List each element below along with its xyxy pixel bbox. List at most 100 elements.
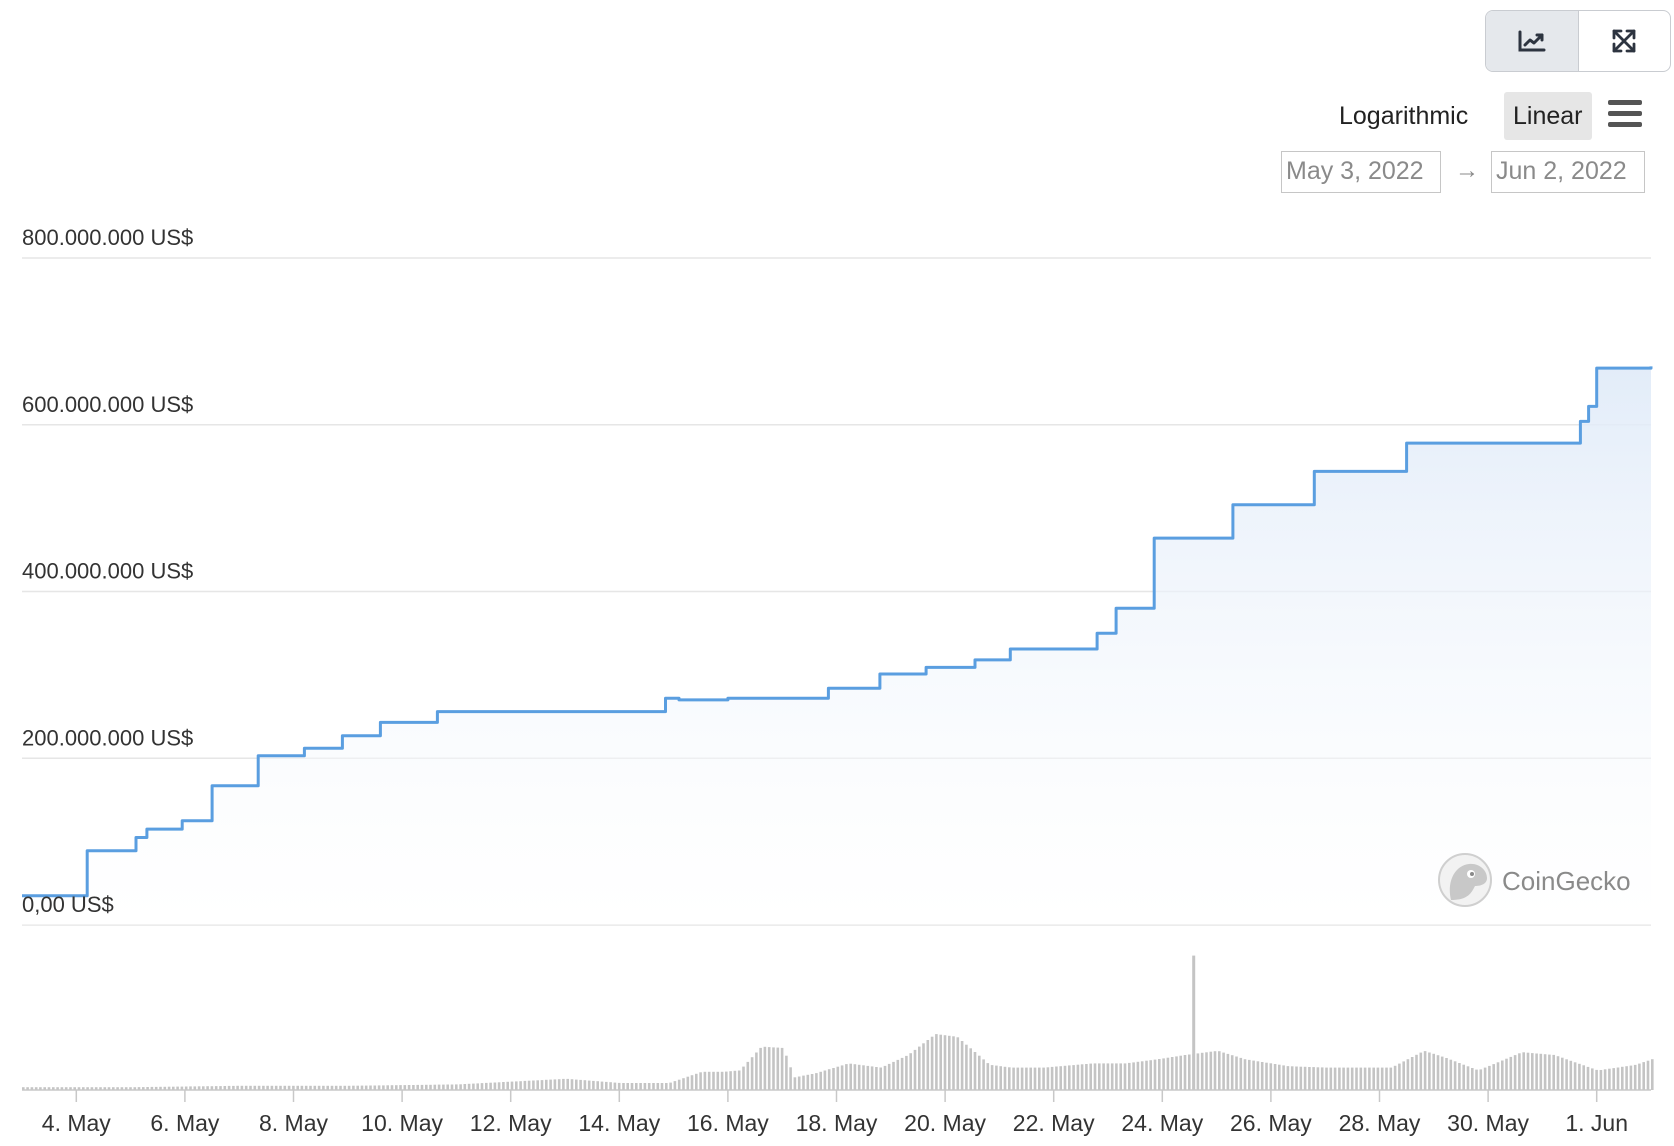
volume-bar (420, 1084, 424, 1090)
volume-bar (1115, 1063, 1118, 1090)
volume-bar (1488, 1065, 1491, 1090)
x-tick-label: 18. May (796, 1110, 878, 1136)
volume-bar (1059, 1066, 1062, 1090)
hamburger-menu-icon[interactable] (1608, 100, 1642, 132)
volume-bar (1505, 1058, 1508, 1090)
volume-bar (124, 1087, 128, 1090)
volume-bar (1063, 1065, 1067, 1090)
volume-bar (759, 1047, 762, 1090)
volume-bar (1260, 1062, 1264, 1090)
volume-bar (497, 1082, 501, 1090)
logarithmic-scale-button[interactable]: Logarithmic (1339, 102, 1469, 130)
coingecko-watermark: CoinGecko (1438, 853, 1631, 907)
x-tick-label: 6. May (150, 1110, 220, 1136)
volume-bar (1350, 1067, 1354, 1090)
volume-bar (107, 1087, 111, 1090)
volume-bar (69, 1087, 72, 1090)
volume-bar (150, 1086, 154, 1090)
volume-bar (815, 1073, 818, 1090)
volume-bar (1432, 1053, 1435, 1090)
volume-bar (677, 1079, 681, 1090)
volume-bar (600, 1081, 604, 1090)
volume-bar (1175, 1056, 1178, 1090)
volume-bar (493, 1082, 497, 1090)
volume-bar (214, 1086, 218, 1090)
volume-bar (1256, 1061, 1260, 1090)
volume-bar (887, 1063, 891, 1090)
volume-bar (1586, 1066, 1590, 1090)
volume-bar (1440, 1056, 1444, 1090)
volume-bar (463, 1084, 467, 1090)
date-from-input[interactable]: May 3, 2022 (1281, 151, 1441, 193)
volume-bar (545, 1079, 548, 1090)
volume-bar (913, 1049, 917, 1090)
volume-bar (763, 1046, 767, 1090)
volume-bar (930, 1036, 934, 1090)
volume-bar (1548, 1054, 1551, 1090)
volume-bar (99, 1087, 102, 1090)
volume-bar (227, 1085, 231, 1090)
volume-bar (1166, 1057, 1170, 1090)
volume-bar (502, 1082, 505, 1090)
volume-bar (1445, 1058, 1448, 1090)
volume-bar (592, 1080, 595, 1090)
volume-bar (1093, 1063, 1097, 1090)
volume-bar (1599, 1070, 1603, 1090)
volume-bar (1539, 1053, 1543, 1090)
volume-bar (120, 1087, 124, 1090)
volume-bar (1483, 1067, 1487, 1090)
volume-bar (553, 1079, 557, 1090)
volume-bar (1543, 1054, 1547, 1090)
volume-bar (322, 1085, 325, 1090)
volume-bar (1282, 1065, 1285, 1090)
volume-bar (703, 1071, 707, 1090)
volume-bar (262, 1085, 265, 1090)
volume-bar (1376, 1067, 1380, 1090)
volume-bar (793, 1077, 797, 1090)
volume-bar (772, 1047, 775, 1090)
fullscreen-button[interactable] (1579, 11, 1671, 71)
volume-bar (995, 1065, 998, 1090)
volume-bar (575, 1079, 578, 1090)
volume-bar (1518, 1053, 1521, 1090)
volume-bar (587, 1080, 591, 1090)
volume-bar (656, 1083, 660, 1090)
linear-scale-button[interactable]: Linear (1504, 92, 1592, 140)
volume-bar (1209, 1051, 1213, 1090)
volume-bar (446, 1084, 449, 1090)
volume-bar (412, 1085, 415, 1090)
volume-bar (1346, 1067, 1350, 1090)
volume-bar (1389, 1067, 1393, 1090)
volume-bar (377, 1085, 381, 1090)
y-axis-labels: 0,00 US$ 200.000.000 US$ 400.000.000 US$ 60… (22, 225, 193, 917)
volume-bar (480, 1083, 484, 1090)
volume-bar (862, 1065, 865, 1090)
volume-bar (806, 1074, 810, 1090)
x-tick-label: 26. May (1230, 1110, 1312, 1136)
price-line (22, 366, 1653, 898)
volume-bar (476, 1083, 479, 1090)
volume-bar (523, 1080, 527, 1090)
volume-bar (172, 1086, 175, 1090)
volume-bar (1235, 1056, 1238, 1090)
line-chart-icon (1518, 30, 1546, 52)
volume-bar (189, 1086, 192, 1090)
volume-bar (60, 1087, 64, 1090)
date-to-input[interactable]: Jun 2, 2022 (1491, 151, 1645, 193)
volume-bar (1633, 1064, 1637, 1090)
volume-bar (712, 1071, 715, 1090)
volume-bar (733, 1070, 737, 1090)
volume-bar (142, 1087, 145, 1090)
volume-bar (1290, 1066, 1294, 1090)
volume-bar (287, 1085, 291, 1090)
volume-bar (274, 1085, 278, 1090)
volume-bar (47, 1087, 51, 1090)
line-chart-view-button[interactable] (1486, 11, 1579, 71)
volume-bar (296, 1085, 299, 1090)
volume-bar (390, 1085, 394, 1090)
volume-bar (622, 1083, 625, 1090)
volume-bar (918, 1046, 921, 1090)
volume-bar (1329, 1067, 1333, 1090)
volume-bar (562, 1078, 565, 1090)
